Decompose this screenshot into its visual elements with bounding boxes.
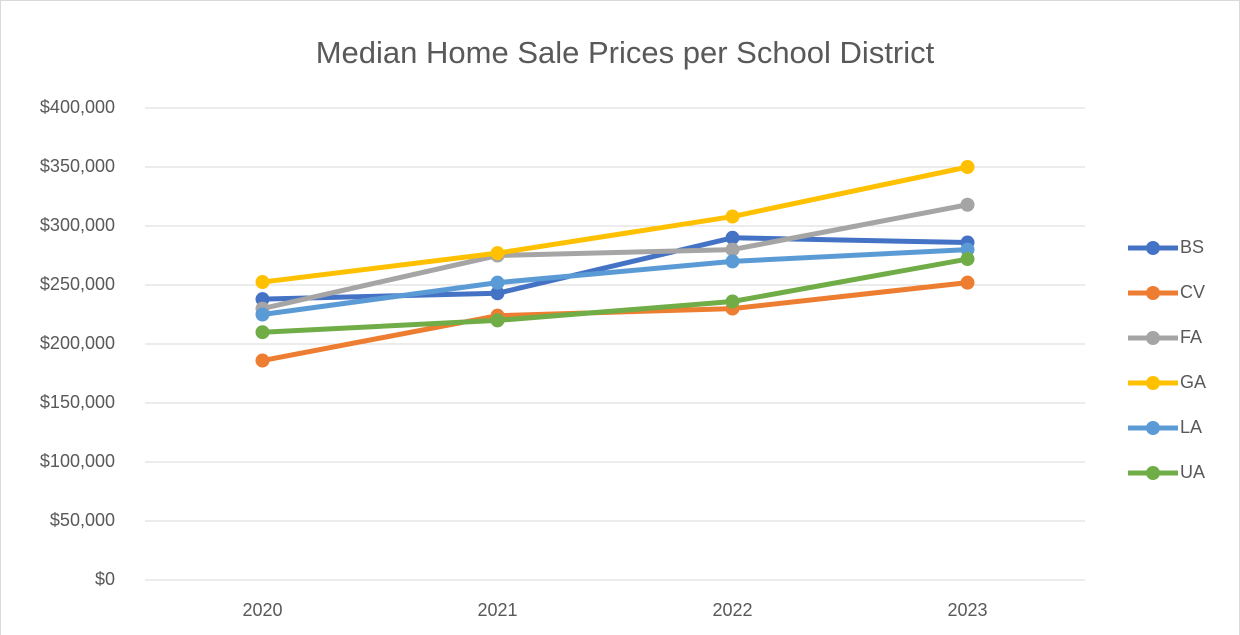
y-tick-label: $50,000 bbox=[50, 510, 115, 530]
y-tick-label: $350,000 bbox=[40, 156, 115, 176]
x-tick-label: 2020 bbox=[242, 600, 282, 620]
series-line bbox=[260, 247, 970, 317]
x-tick-label: 2022 bbox=[712, 600, 752, 620]
series-line bbox=[260, 202, 970, 312]
data-point bbox=[960, 275, 975, 290]
chart-title: Median Home Sale Prices per School Distr… bbox=[316, 35, 935, 70]
legend-marker bbox=[1146, 241, 1160, 255]
legend-label: GA bbox=[1180, 372, 1206, 392]
legend-marker bbox=[1146, 331, 1160, 345]
legend-marker bbox=[1146, 466, 1160, 480]
data-point bbox=[255, 275, 270, 290]
y-tick-label: $250,000 bbox=[40, 274, 115, 294]
y-tick-label: $100,000 bbox=[40, 451, 115, 471]
data-point bbox=[725, 230, 740, 245]
data-point bbox=[490, 313, 505, 328]
legend-label: CV bbox=[1180, 282, 1205, 302]
y-tick-label: $300,000 bbox=[40, 215, 115, 235]
legend-marker bbox=[1146, 421, 1160, 435]
series-line bbox=[260, 256, 970, 335]
data-point bbox=[255, 307, 270, 322]
data-point bbox=[490, 246, 505, 261]
data-point bbox=[725, 294, 740, 309]
data-point bbox=[960, 252, 975, 267]
data-point bbox=[255, 325, 270, 340]
legend-label: BS bbox=[1180, 237, 1204, 257]
y-tick-label: $150,000 bbox=[40, 392, 115, 412]
data-point bbox=[725, 242, 740, 257]
legend-label: UA bbox=[1180, 462, 1205, 482]
data-point bbox=[725, 209, 740, 224]
legend-label: FA bbox=[1180, 327, 1202, 347]
data-point bbox=[725, 254, 740, 269]
data-point bbox=[255, 353, 270, 368]
x-tick-label: 2023 bbox=[947, 600, 987, 620]
x-tick-label: 2021 bbox=[477, 600, 517, 620]
legend-label: LA bbox=[1180, 417, 1202, 437]
y-tick-label: $0 bbox=[95, 569, 115, 589]
data-point bbox=[960, 197, 975, 212]
data-point bbox=[490, 275, 505, 290]
series-line bbox=[260, 164, 970, 285]
legend-marker bbox=[1146, 286, 1160, 300]
data-point bbox=[490, 286, 505, 301]
y-tick-label: $400,000 bbox=[40, 97, 115, 117]
y-tick-label: $200,000 bbox=[40, 333, 115, 353]
legend-marker bbox=[1146, 376, 1160, 390]
data-point bbox=[960, 160, 975, 174]
